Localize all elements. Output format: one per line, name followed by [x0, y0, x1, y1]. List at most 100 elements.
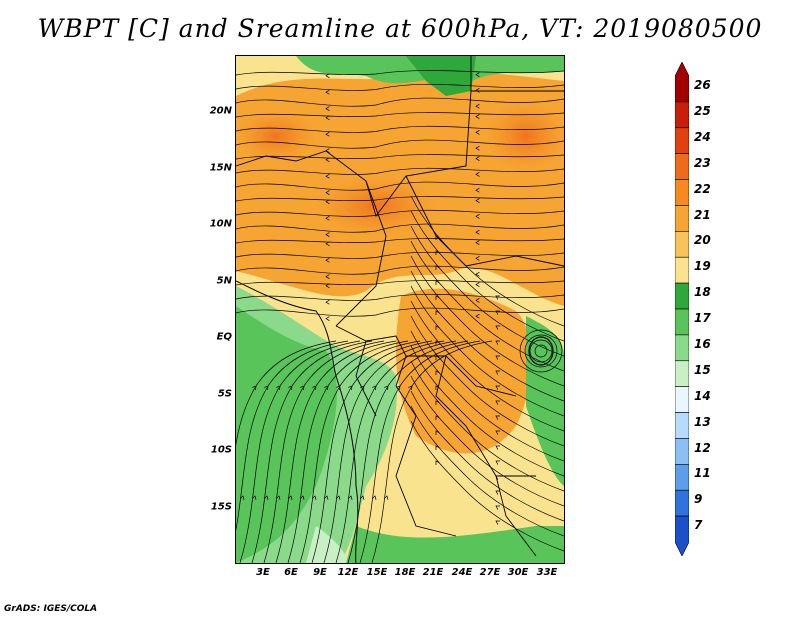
streamline-arrow	[325, 257, 330, 263]
colorbar-swatch	[675, 127, 689, 154]
hot-spot-east	[486, 101, 564, 171]
streamline	[236, 265, 564, 275]
streamline	[524, 334, 558, 368]
streamline-arrow	[325, 115, 330, 121]
streamline-arrow	[371, 495, 377, 500]
streamline-arrow	[359, 495, 365, 500]
streamline-arrow	[495, 400, 500, 405]
streamline	[236, 209, 564, 217]
streamline-arrow	[435, 385, 440, 391]
colorbar-label: 21	[694, 207, 711, 222]
streamline-arrow	[435, 340, 440, 346]
streamline-arrow	[475, 256, 480, 261]
colorbar-label: 13	[694, 414, 711, 429]
colorbar-swatch	[675, 360, 689, 387]
streamline	[236, 280, 564, 286]
streamline-arrow	[325, 73, 330, 79]
streamline-arrow	[325, 190, 330, 195]
streamline-arrow	[495, 490, 500, 495]
streamline	[347, 340, 469, 563]
colorbar-swatch	[675, 334, 689, 362]
light-green-patch	[306, 526, 348, 563]
streamline	[236, 83, 564, 91]
map-panel	[235, 55, 565, 564]
streamline-arrow	[311, 495, 317, 500]
streamline-arrow	[475, 114, 480, 119]
green-region-north-dark	[406, 56, 476, 96]
streamline	[534, 344, 548, 358]
green-region-southwest-inner	[236, 306, 337, 563]
lon-label: 12E	[337, 567, 359, 578]
streamline-arrow	[475, 229, 480, 235]
streamline-arrow	[435, 250, 440, 256]
streamline	[236, 340, 337, 446]
hot-spot-west	[236, 111, 316, 161]
streamline-arrow	[251, 495, 257, 500]
streamline	[410, 360, 564, 492]
streamline-arrow	[435, 400, 440, 406]
streamline-arrow	[408, 385, 413, 391]
streamline-arrow	[435, 355, 440, 361]
colorbar-swatch	[675, 256, 689, 284]
streamline	[236, 251, 564, 259]
colorbar-swatch	[675, 515, 689, 556]
streamline	[275, 340, 397, 563]
streamline	[323, 340, 445, 563]
streamline	[236, 181, 564, 191]
streamline-arrow	[495, 475, 500, 480]
streamline-arrow	[475, 187, 480, 193]
streamline	[519, 329, 563, 373]
lon-label: 24E	[451, 567, 473, 578]
colorbar	[675, 62, 689, 556]
colorbar-swatch	[675, 308, 689, 336]
streamline-arrow	[435, 280, 440, 286]
streamline	[236, 70, 564, 76]
streamline	[410, 390, 564, 522]
colorbar-swatch	[675, 153, 689, 180]
streamline-arrow	[475, 72, 480, 77]
streamline	[410, 210, 564, 342]
streamline-arrow	[495, 355, 500, 360]
streamline	[529, 339, 553, 363]
colorbar-swatch	[675, 282, 689, 310]
colorbar-label: 15	[694, 362, 711, 377]
streamline-arrow	[239, 495, 245, 500]
streamline-arrow	[475, 172, 480, 177]
streamline-arrow	[495, 445, 500, 450]
streamline-arrow	[435, 235, 440, 241]
streamline-arrow	[475, 145, 480, 151]
streamline-arrow	[325, 215, 330, 221]
streamline-arrow	[435, 310, 440, 316]
colorbar-swatch	[675, 101, 689, 129]
streamline	[410, 225, 564, 357]
colorbar-label: 20	[694, 233, 711, 248]
lon-label: 6E	[284, 567, 298, 578]
colorbar-swatch	[675, 62, 689, 103]
streamline-arrow	[495, 520, 500, 525]
streamline	[410, 330, 564, 462]
colorbar-label: 17	[694, 311, 711, 326]
streamline	[251, 340, 373, 563]
lon-label: 9E	[313, 567, 327, 578]
streamline-arrow	[275, 495, 281, 500]
streamline-arrow	[475, 282, 480, 287]
streamline	[236, 97, 564, 107]
map-field	[236, 56, 564, 563]
streamline	[236, 154, 564, 160]
streamlines	[236, 70, 564, 563]
streamline	[410, 255, 564, 387]
colorbar-label: 22	[694, 181, 711, 196]
streamline-arrow	[435, 415, 440, 421]
streamline-arrow	[475, 214, 480, 219]
streamline-arrow	[475, 240, 480, 245]
colorbar-label: 25	[694, 103, 711, 118]
streamline-arrow	[435, 295, 440, 301]
streamline	[410, 405, 564, 537]
lat-label: 10S	[210, 444, 232, 456]
streamline-arrow	[435, 325, 440, 331]
streamline	[236, 340, 349, 531]
colorbar-label: 16	[694, 336, 711, 351]
streamline-arrow	[335, 495, 341, 500]
lat-label: 10N	[209, 218, 232, 230]
streamline-arrow	[325, 274, 330, 279]
